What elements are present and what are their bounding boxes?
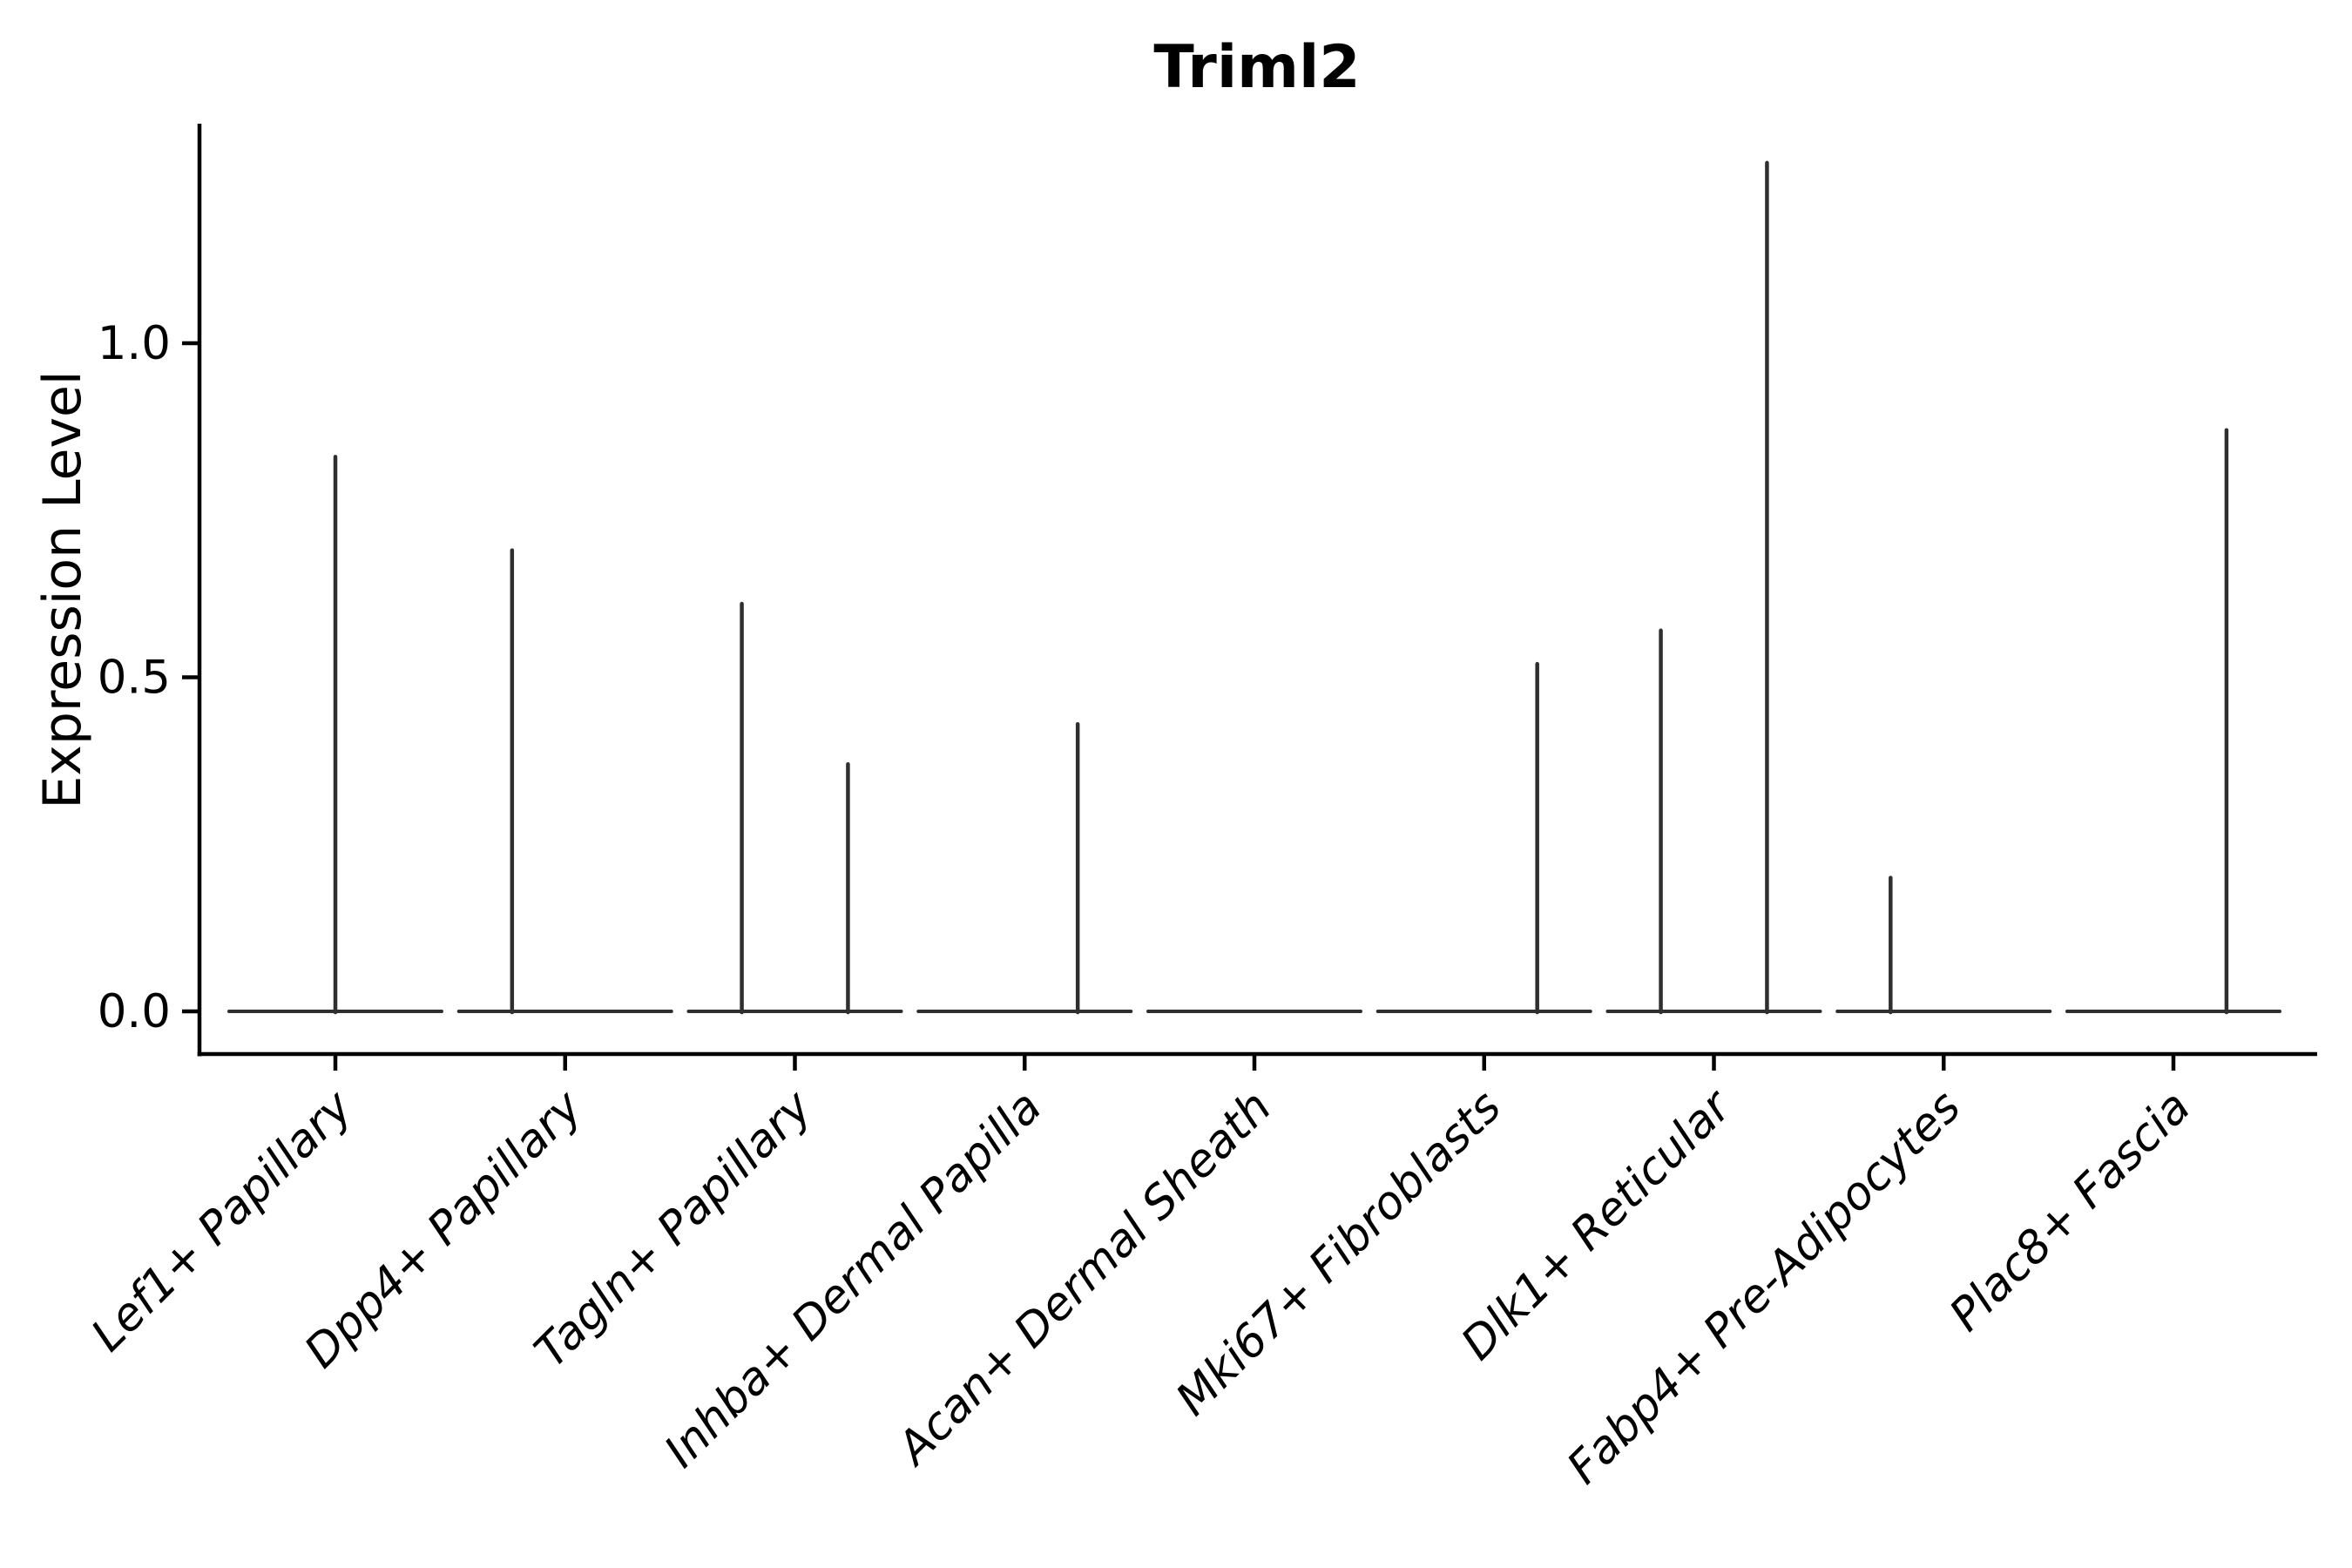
x-tick-label: Acan+ Dermal Sheath: [886, 1081, 1281, 1477]
y-axis-ticks: 0.0 0.5 1.0: [98, 317, 198, 1038]
x-tick-label: Plac8+ Fascia: [1940, 1081, 2200, 1342]
violin: [916, 721, 1133, 1015]
violin: [686, 601, 903, 1015]
violins: [227, 160, 2281, 1015]
x-tick-label: Fabp4+ Pre-Adipocytes: [1558, 1081, 1971, 1495]
violin: [1375, 661, 1592, 1015]
violin: [1835, 875, 2052, 1015]
violin: [456, 548, 673, 1015]
chart-title: Triml2: [1153, 33, 1360, 102]
y-tick-label: 1.0: [98, 317, 171, 370]
y-tick-label: 0.0: [98, 985, 171, 1038]
y-axis-label: Expression Level: [32, 370, 93, 808]
x-tick-label: Inhba+ Dermal Papilla: [655, 1081, 1052, 1478]
violin: [227, 455, 443, 1015]
violin: [2065, 428, 2281, 1015]
y-tick-label: 0.5: [98, 652, 171, 705]
violin: [1605, 160, 1822, 1015]
